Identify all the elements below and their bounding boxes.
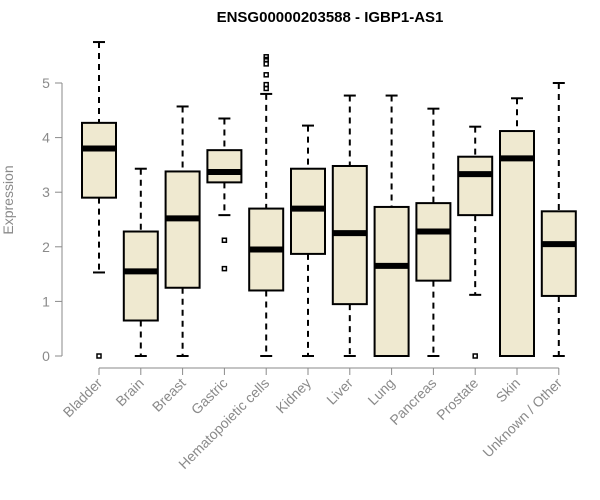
y-axis-label: Expression xyxy=(0,165,16,234)
x-tick-label: Brain xyxy=(112,375,146,409)
iqr-box xyxy=(499,130,535,357)
box-group-unknown-other xyxy=(540,82,577,357)
y-tick-label: 5 xyxy=(42,75,50,91)
x-tick-label: Breast xyxy=(149,375,189,415)
box-group-liver xyxy=(331,94,368,357)
iqr-box xyxy=(206,149,243,184)
box-group-skin xyxy=(499,97,535,357)
outlier-point xyxy=(472,353,478,359)
box-group-gastric xyxy=(206,117,243,272)
box-group-breast xyxy=(164,105,201,357)
x-tick-label: Lung xyxy=(364,375,397,408)
outlier-point xyxy=(96,353,102,359)
box-group-prostate xyxy=(457,125,494,359)
x-tick-label: Prostate xyxy=(433,375,481,423)
plot-area xyxy=(81,41,577,359)
iqr-box xyxy=(540,210,577,297)
box-group-kidney xyxy=(290,124,326,357)
outlier-point xyxy=(263,72,269,78)
iqr-box xyxy=(122,230,159,322)
x-tick-label: Kidney xyxy=(273,375,315,417)
outlier-point xyxy=(263,81,269,88)
outlier-point xyxy=(221,265,228,272)
box-group-brain xyxy=(122,167,159,357)
iqr-box xyxy=(415,202,452,282)
box-group-pancreas xyxy=(415,107,452,357)
y-tick-label: 1 xyxy=(42,293,50,309)
iqr-box xyxy=(164,170,201,289)
box-group-lung xyxy=(373,94,410,357)
y-tick-label: 2 xyxy=(42,239,50,255)
y-tick-label: 3 xyxy=(42,184,50,200)
y-tick-label: 4 xyxy=(42,130,50,146)
x-tick-label: Skin xyxy=(493,375,524,406)
iqr-box xyxy=(81,121,117,199)
outlier-point xyxy=(263,61,269,67)
y-axis: 0 1 2 3 4 5 xyxy=(42,75,63,364)
chart-title: ENSG00000203588 - IGBP1-AS1 xyxy=(217,9,444,26)
outlier-point xyxy=(263,54,269,60)
outlier-point xyxy=(221,237,228,243)
box-group-hematopoietic-cells xyxy=(248,54,285,357)
x-tick-label: Liver xyxy=(323,375,356,408)
x-tick-label: Unknown / Other xyxy=(479,375,565,461)
iqr-box xyxy=(373,205,410,357)
y-tick-label: 0 xyxy=(42,348,50,364)
box-group-bladder xyxy=(81,41,117,359)
iqr-box xyxy=(457,155,494,217)
x-tick-label: Bladder xyxy=(60,375,106,421)
